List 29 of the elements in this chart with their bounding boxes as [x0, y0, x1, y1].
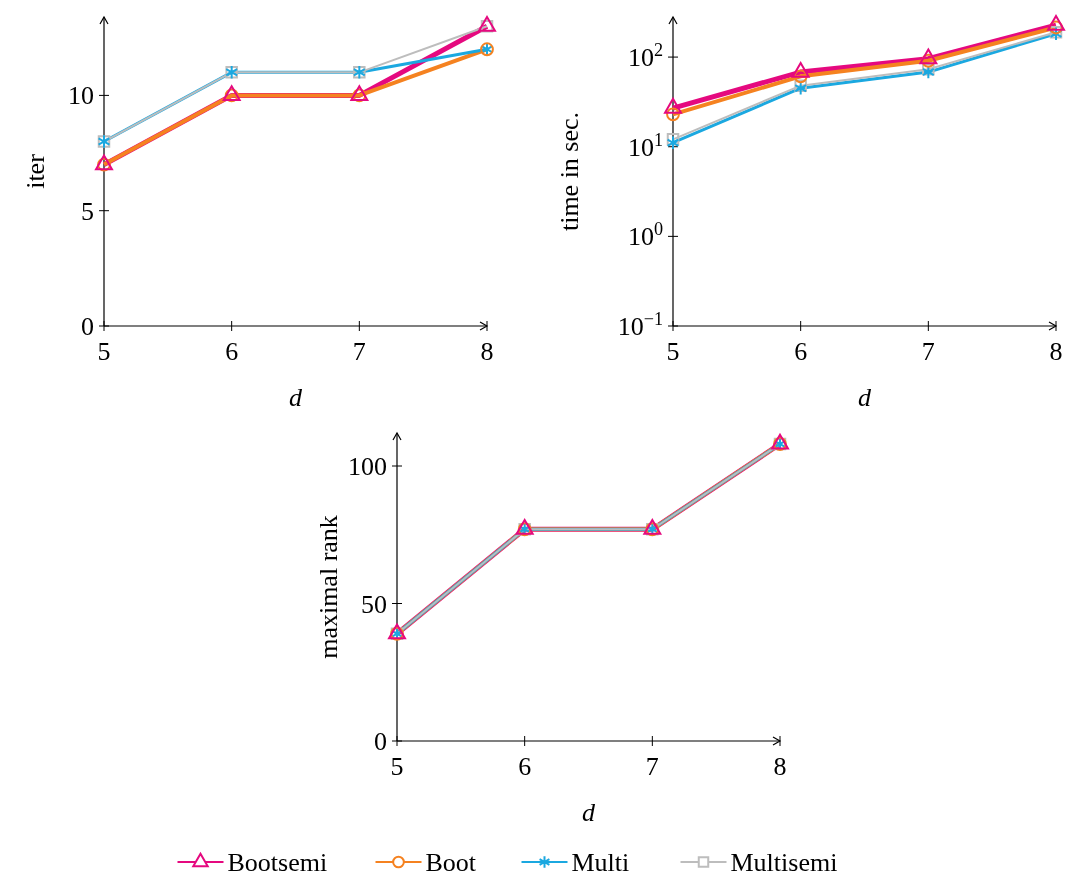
x-tick-label: 8	[1049, 337, 1063, 366]
y-tick-label: 0	[374, 727, 387, 756]
y-tick-label: 5	[81, 196, 94, 226]
legend-label: Multi	[571, 848, 630, 877]
x-axis-title: d	[858, 383, 872, 412]
y-tick-label: 10$^{1}$	[627, 129, 663, 162]
x-tick-label: 7	[352, 337, 366, 366]
y-axis-title: maximal rank	[314, 515, 343, 659]
y-tick-label: 100	[348, 452, 387, 481]
y-tick-label: 50	[361, 589, 387, 619]
y-axis-title: time in sec.	[555, 111, 584, 232]
x-tick-label: 8	[480, 337, 494, 366]
legend-label: Boot	[425, 848, 477, 877]
x-tick-label: 8	[773, 752, 787, 781]
legend-label: Bootsemi	[227, 848, 328, 877]
y-tick-label: 10$^{−1}$	[617, 309, 663, 341]
x-axis-title: d	[582, 798, 596, 827]
x-tick-label: 7	[921, 337, 935, 366]
y-tick-label: 10	[68, 81, 94, 111]
y-tick-label: 10$^{0}$	[627, 219, 663, 252]
y-tick-label: 10$^{2}$	[627, 40, 663, 73]
legend-label: Multisemi	[730, 848, 838, 877]
x-axis-title: d	[289, 383, 303, 412]
y-axis-title: iter	[21, 153, 50, 189]
x-tick-label: 6	[518, 752, 532, 781]
x-tick-label: 6	[225, 337, 239, 366]
x-tick-label: 7	[645, 752, 659, 781]
y-tick-label: 0	[81, 312, 94, 341]
x-tick-label: 6	[794, 337, 808, 366]
